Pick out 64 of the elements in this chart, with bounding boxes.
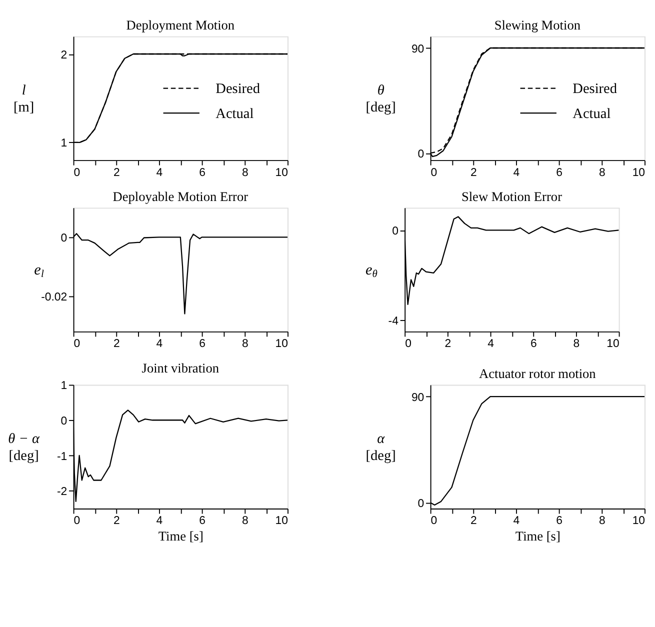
chart-title: Deployment Motion xyxy=(126,18,235,33)
legend-label: Actual xyxy=(216,106,254,122)
x-tick-label: 2 xyxy=(470,166,477,179)
y-tick-label: 0 xyxy=(418,148,424,160)
x-tick-label: 8 xyxy=(598,166,606,179)
x-tick-label: 6 xyxy=(556,515,562,528)
x-tick-label: 0 xyxy=(430,166,438,179)
x-tick-label: 10 xyxy=(606,338,620,350)
x-tick-label: 4 xyxy=(488,338,495,350)
x-tick-label: 4 xyxy=(156,515,164,528)
x-tick-label: 10 xyxy=(632,166,646,179)
x-tick-label: 10 xyxy=(275,338,288,350)
y-tick-label: 1 xyxy=(60,138,68,150)
legend-label: Desired xyxy=(572,81,618,98)
x-tick-label: 2 xyxy=(113,515,120,528)
x-tick-label: 8 xyxy=(242,515,248,528)
y-tick-label: -1 xyxy=(56,450,68,463)
legend-label: Desired xyxy=(216,81,260,98)
x-tick-label: 2 xyxy=(113,166,120,179)
y-axis-title: θ − α [deg] xyxy=(8,430,40,464)
x-tick-label: 10 xyxy=(632,515,646,528)
x-tick-label: 0 xyxy=(430,515,438,528)
y-tick-label: -4 xyxy=(388,315,400,328)
x-tick-label: 8 xyxy=(573,338,580,350)
chart-title: Joint vibration xyxy=(142,360,220,376)
x-tick-label: 10 xyxy=(275,515,288,528)
x-tick-label: 10 xyxy=(275,166,288,179)
x-tick-label: 2 xyxy=(470,515,477,528)
x-axis-title: Time [s] xyxy=(158,528,204,544)
x-tick-label: 8 xyxy=(242,338,248,350)
chart-title: Actuator rotor motion xyxy=(479,366,596,382)
x-tick-label: 4 xyxy=(513,166,520,179)
y-tick-label: 0 xyxy=(418,498,424,510)
y-tick-label: 1 xyxy=(60,380,68,392)
chart-title: Slew Motion Error xyxy=(461,189,563,204)
x-tick-label: 8 xyxy=(242,166,248,179)
x-tick-label: 8 xyxy=(598,515,606,528)
x-tick-label: 0 xyxy=(74,166,80,179)
y-tick-label: 2 xyxy=(60,49,68,62)
y-axis-title: α [deg] xyxy=(366,430,396,464)
x-tick-label: 6 xyxy=(556,166,562,179)
x-tick-label: 4 xyxy=(156,338,164,350)
y-tick-label: 90 xyxy=(411,43,424,56)
y-tick-label: 90 xyxy=(411,392,424,404)
x-tick-label: 6 xyxy=(530,338,537,350)
chart-title: Slewing Motion xyxy=(494,18,581,33)
x-tick-label: 6 xyxy=(199,166,206,179)
y-tick-label: -2 xyxy=(56,486,68,498)
x-tick-label: 4 xyxy=(156,166,164,179)
x-tick-label: 6 xyxy=(199,338,206,350)
y-tick-label: -0.02 xyxy=(41,291,68,304)
x-tick-label: 0 xyxy=(74,338,80,350)
x-tick-label: 2 xyxy=(113,338,120,350)
x-tick-label: 0 xyxy=(74,515,80,528)
x-tick-label: 2 xyxy=(444,338,452,350)
x-tick-label: 4 xyxy=(513,515,520,528)
legend-label: Actual xyxy=(572,106,611,122)
y-axis-title: θ [deg] xyxy=(366,82,396,116)
y-tick-label: 0 xyxy=(60,232,68,244)
chart-title: Deployable Motion Error xyxy=(112,189,249,204)
y-axis-title: l [m] xyxy=(13,82,34,116)
y-tick-label: 0 xyxy=(60,415,68,428)
x-axis-title: Time [s] xyxy=(515,528,560,544)
x-tick-label: 6 xyxy=(199,515,206,528)
